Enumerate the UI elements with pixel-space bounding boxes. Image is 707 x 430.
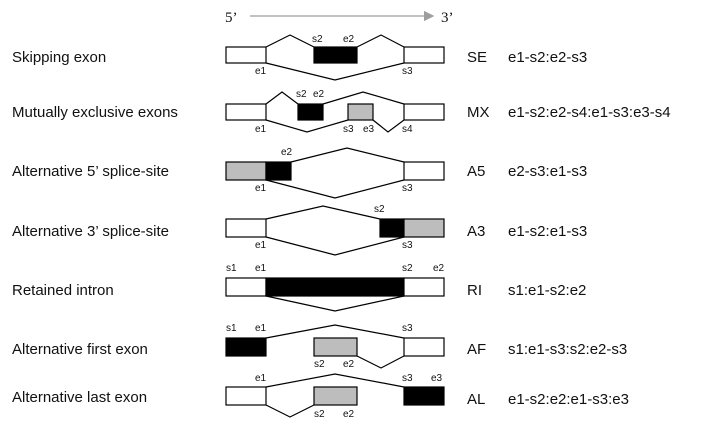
last-exon-dark xyxy=(403,386,445,406)
site-label: e1 xyxy=(255,240,267,251)
event-abbreviation: A5 xyxy=(467,163,485,180)
event-row-mx: Mutually exclusive exons s2 e2 e1 s3 e3 … xyxy=(12,89,671,135)
event-row-a5: Alternative 5’ splice-site e2 e1 s3 A5 e… xyxy=(12,147,587,199)
three-prime-label: 3’ xyxy=(441,10,454,26)
site-label: e1 xyxy=(255,323,267,334)
last-exon-gray xyxy=(313,386,358,406)
site-label: s1 xyxy=(226,263,237,274)
junction-e1-s2 xyxy=(265,91,299,105)
junction-e1-s2 xyxy=(265,205,381,220)
constitutive-exon-gray-part xyxy=(403,218,445,238)
event-label: Alternative last exon xyxy=(12,389,147,406)
extended-exon-part xyxy=(265,161,292,181)
site-label: e2 xyxy=(313,89,325,100)
event-abbreviation: MX xyxy=(467,104,490,121)
junction-e2-s3 xyxy=(356,355,405,369)
event-row-af: Alternative first exon s1 e1 s3 s2 e2 AF… xyxy=(12,323,627,370)
constitutive-exon-left xyxy=(225,277,267,297)
junction-e3-s4 xyxy=(372,119,405,133)
event-abbreviation: RI xyxy=(467,282,482,299)
event-abbreviation: AL xyxy=(467,391,485,408)
event-row-ri: Retained intron s1 e1 s2 e2 RI s1:e1-s2:… xyxy=(12,263,586,312)
site-label: e1 xyxy=(255,66,267,77)
site-label: s4 xyxy=(402,124,413,135)
event-label: Retained intron xyxy=(12,282,114,299)
junction-e1-s3 xyxy=(265,119,349,133)
event-abbreviation: SE xyxy=(467,49,487,66)
site-label: s3 xyxy=(343,124,354,135)
constitutive-exon-right xyxy=(403,337,445,357)
splicing-junction xyxy=(265,295,405,312)
constitutive-exon-left xyxy=(225,46,267,64)
junction-e1-s2 xyxy=(265,404,315,418)
site-label: s2 xyxy=(314,409,325,420)
first-exon-gray xyxy=(313,337,358,357)
constitutive-exon-right xyxy=(403,161,445,181)
site-label: e2 xyxy=(433,263,445,274)
first-exon-dark xyxy=(225,337,267,357)
site-label: s1 xyxy=(226,323,237,334)
site-label: e2 xyxy=(281,147,293,158)
event-label: Mutually exclusive exons xyxy=(12,104,178,121)
event-abbreviation: AF xyxy=(467,341,486,358)
constitutive-exon-right xyxy=(403,277,445,297)
constitutive-exon-left xyxy=(225,386,267,406)
event-label: Alternative 3’ splice-site xyxy=(12,223,169,240)
event-label: Alternative 5’ splice-site xyxy=(12,163,169,180)
site-label: e2 xyxy=(343,34,355,45)
site-label: s3 xyxy=(402,183,413,194)
junction-e1-s3 xyxy=(265,236,405,256)
site-label: s2 xyxy=(312,34,323,45)
event-code: e1-s2:e2-s3 xyxy=(508,49,587,66)
event-code: e1-s2:e2-s4:e1-s3:e3-s4 xyxy=(508,104,671,121)
constitutive-exon-right xyxy=(403,46,445,64)
site-label: s2 xyxy=(296,89,307,100)
junction-e1-s3 xyxy=(265,324,405,339)
site-label: e1 xyxy=(255,124,267,135)
site-label: s3 xyxy=(402,373,413,384)
site-label: s2 xyxy=(402,263,413,274)
site-label: e3 xyxy=(363,124,375,135)
site-label: s3 xyxy=(402,240,413,251)
junction-e1-s3 xyxy=(265,373,405,388)
site-label: e1 xyxy=(255,263,267,274)
junction-e1-s3 xyxy=(265,179,405,199)
event-code: e1-s2:e1-s3 xyxy=(508,223,587,240)
site-label: e1 xyxy=(255,183,267,194)
extended-exon-part xyxy=(379,218,405,238)
site-label: e1 xyxy=(255,373,267,384)
event-abbreviation: A3 xyxy=(467,223,485,240)
site-label: s3 xyxy=(402,66,413,77)
junction-e2-s3 xyxy=(290,147,405,163)
site-label: e2 xyxy=(343,409,355,420)
event-code: s1:e1-s2:e2 xyxy=(508,282,586,299)
event-code: e2-s3:e1-s3 xyxy=(508,163,587,180)
site-label: s2 xyxy=(314,359,325,370)
exclusive-exon-second xyxy=(347,103,374,121)
site-label: s2 xyxy=(374,204,385,215)
inclusion-junction-right xyxy=(356,34,405,48)
site-label: e3 xyxy=(431,373,443,384)
event-label: Skipping exon xyxy=(12,49,106,66)
event-row-al: Alternative last exon e1 s3 e3 s2 e2 AL … xyxy=(12,373,629,420)
five-prime-label: 5’ xyxy=(225,10,238,26)
retained-intron xyxy=(265,277,405,297)
skipping-junction xyxy=(265,62,405,81)
constitutive-exon-right xyxy=(403,103,445,121)
site-label: s3 xyxy=(402,323,413,334)
constitutive-exon-left xyxy=(225,218,267,238)
event-label: Alternative first exon xyxy=(12,341,148,358)
event-code: e1-s2:e2:e1-s3:e3 xyxy=(508,391,629,408)
event-code: s1:e1-s3:s2:e2-s3 xyxy=(508,341,627,358)
skipped-exon xyxy=(313,46,358,64)
site-label: e2 xyxy=(343,359,355,370)
junction-e2-s4 xyxy=(322,91,405,105)
constitutive-exon-gray-part xyxy=(225,161,267,181)
constitutive-exon-left xyxy=(225,103,267,121)
exclusive-exon-first xyxy=(297,103,324,121)
inclusion-junction-left xyxy=(265,34,315,48)
event-row-a3: Alternative 3’ splice-site s2 e1 s3 A3 e… xyxy=(12,204,587,256)
event-row-se: Skipping exon s2 e2 e1 s3 SE e1-s2:e2-s3 xyxy=(12,34,587,81)
